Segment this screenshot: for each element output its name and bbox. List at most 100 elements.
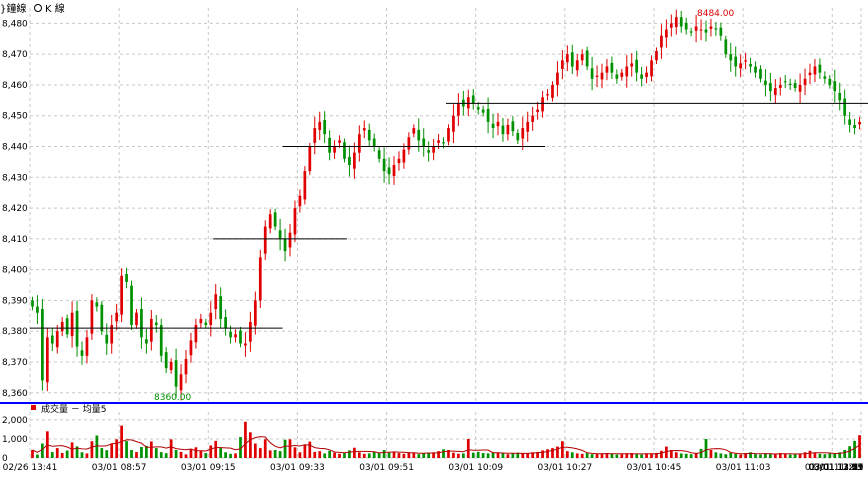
volume-bar: [679, 453, 683, 458]
volume-bar: [541, 450, 544, 458]
candle-body: [457, 103, 460, 116]
volume-bar: [759, 454, 762, 458]
candle-body: [684, 22, 688, 30]
volume-bar: [273, 450, 277, 458]
volume-bar: [843, 450, 847, 458]
volume-bar: [70, 442, 74, 458]
volume-bar: [125, 441, 128, 458]
candle-body: [828, 78, 832, 85]
candle-body: [100, 304, 104, 332]
volume-bar: [650, 453, 653, 458]
volume-bar: [348, 450, 351, 458]
volume-bar: [159, 452, 163, 458]
price-tick-label: 8,360: [2, 389, 28, 399]
radio-circle-icon: [34, 4, 42, 12]
volume-tick-label: 0: [2, 454, 8, 464]
volume-bar: [457, 453, 460, 458]
candle-body: [239, 330, 242, 344]
volume-bar: [288, 439, 292, 458]
time-tick-label: 03/01 08:57: [92, 463, 147, 473]
volume-bars: [31, 421, 861, 458]
volume-bar: [788, 454, 792, 458]
volume-bar: [590, 454, 594, 458]
volume-bar: [447, 450, 450, 458]
volume-bar: [481, 453, 485, 458]
tab-k-line[interactable]: K 線: [34, 0, 65, 15]
price-tick-label: 8,370: [2, 358, 28, 368]
candle-body: [853, 124, 856, 129]
candle-body: [268, 214, 272, 229]
candle-body: [833, 81, 837, 92]
candle-body: [159, 325, 163, 356]
volume-bar: [570, 452, 574, 458]
candle-body: [382, 158, 386, 172]
volume-bar: [709, 450, 713, 458]
time-tick-label: 03/01 09:51: [359, 463, 414, 473]
volume-bar: [778, 453, 782, 458]
candle-body: [694, 26, 698, 31]
candle-body: [729, 54, 733, 61]
candle-body: [516, 132, 520, 141]
candle-body: [65, 318, 69, 335]
volume-bar: [744, 453, 747, 458]
time-tick-label: 03/01 11:39: [809, 463, 864, 473]
candle-body: [679, 17, 683, 27]
candle-body: [724, 39, 728, 55]
candle-body: [115, 312, 119, 322]
candle-body: [298, 195, 302, 207]
candle-body: [125, 273, 128, 282]
candle-body: [793, 83, 797, 89]
volume-bar: [100, 448, 104, 458]
candle-body: [754, 66, 757, 73]
candle-body: [145, 339, 148, 344]
candle-body: [635, 59, 639, 73]
volume-bar: [655, 453, 658, 458]
high-price-label: 8484.00: [697, 9, 734, 19]
candle-body: [773, 88, 777, 95]
candle-body: [788, 83, 792, 85]
candle-body: [258, 257, 262, 301]
candle-body: [194, 325, 198, 343]
volume-bar: [719, 453, 723, 458]
volume-bar: [189, 449, 193, 458]
price-tick-label: 8,400: [2, 266, 28, 276]
volume-bar: [501, 453, 505, 458]
volume-tick-label: 1,000: [2, 435, 28, 445]
volume-bar: [823, 454, 827, 458]
candle-body: [669, 23, 673, 28]
volume-bar: [660, 450, 663, 458]
volume-bar: [179, 451, 183, 458]
candle-body: [437, 140, 440, 143]
volume-bar: [665, 446, 668, 458]
candle-body: [496, 121, 500, 127]
candle-body: [610, 62, 614, 73]
low-price-label: 8360.00: [154, 393, 191, 403]
volume-bar: [466, 438, 470, 458]
candle-body: [45, 337, 49, 383]
volume-bar: [461, 453, 465, 458]
volume-bar: [432, 452, 435, 458]
candle-body: [293, 208, 297, 235]
candle-body: [273, 212, 277, 227]
candle-body: [749, 64, 752, 67]
candle-body: [442, 142, 445, 144]
volume-bar: [115, 439, 119, 458]
tab-minute-line[interactable]: }鐘線: [0, 0, 26, 15]
time-tick-label: 03/01 12:51: [809, 463, 864, 473]
volume-bar: [640, 454, 643, 458]
candle-body: [541, 97, 544, 112]
volume-bar: [353, 447, 356, 458]
candle-body: [551, 84, 554, 98]
candle-body: [422, 138, 426, 147]
volume-bar: [699, 448, 703, 458]
volume-bar: [828, 453, 832, 458]
candle-body: [357, 134, 361, 153]
price-tick-label: 8,430: [2, 173, 28, 183]
candle-body: [783, 81, 787, 83]
candle-body: [318, 121, 322, 130]
price-candles: [31, 9, 861, 401]
volume-bar: [734, 453, 738, 458]
volume-bar: [422, 453, 426, 458]
candle-body: [600, 72, 604, 80]
volume-bar: [50, 452, 54, 458]
